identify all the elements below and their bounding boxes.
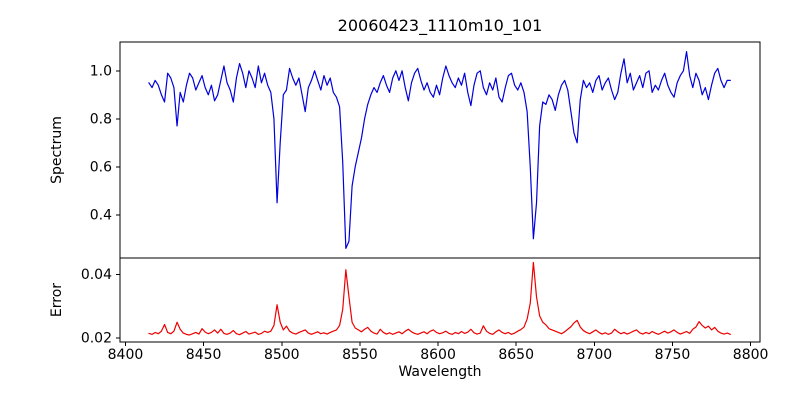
x-tick-label: 8650 [498, 347, 534, 363]
bottom-panel-frame [119, 257, 761, 343]
error-line [148, 261, 731, 336]
x-tick-label: 8550 [342, 347, 378, 363]
x-tick-label: 8400 [108, 347, 144, 363]
plot-title: 20060423_1110m10_101 [337, 16, 543, 35]
y-tick-label: 0.4 [90, 207, 112, 223]
spectrum-line [148, 50, 731, 249]
y-tick-label: 0.04 [81, 267, 112, 283]
x-tick-label: 8450 [186, 347, 222, 363]
y-tick-label: 1.0 [90, 63, 112, 79]
x-axis-label: Wavelength [398, 364, 482, 380]
x-tick-label: 8700 [577, 347, 613, 363]
y-tick-label: 0.02 [81, 331, 112, 347]
error-axis-label: Error [49, 282, 65, 318]
x-tick-label: 8750 [655, 347, 691, 363]
y-tick-label: 0.6 [90, 159, 112, 175]
y-tick-label: 0.8 [90, 111, 112, 127]
x-tick-label: 8800 [733, 347, 769, 363]
spectrum-axis-label: Spectrum [49, 116, 65, 184]
x-tick-label: 8500 [264, 347, 300, 363]
x-tick-label: 8600 [420, 347, 456, 363]
